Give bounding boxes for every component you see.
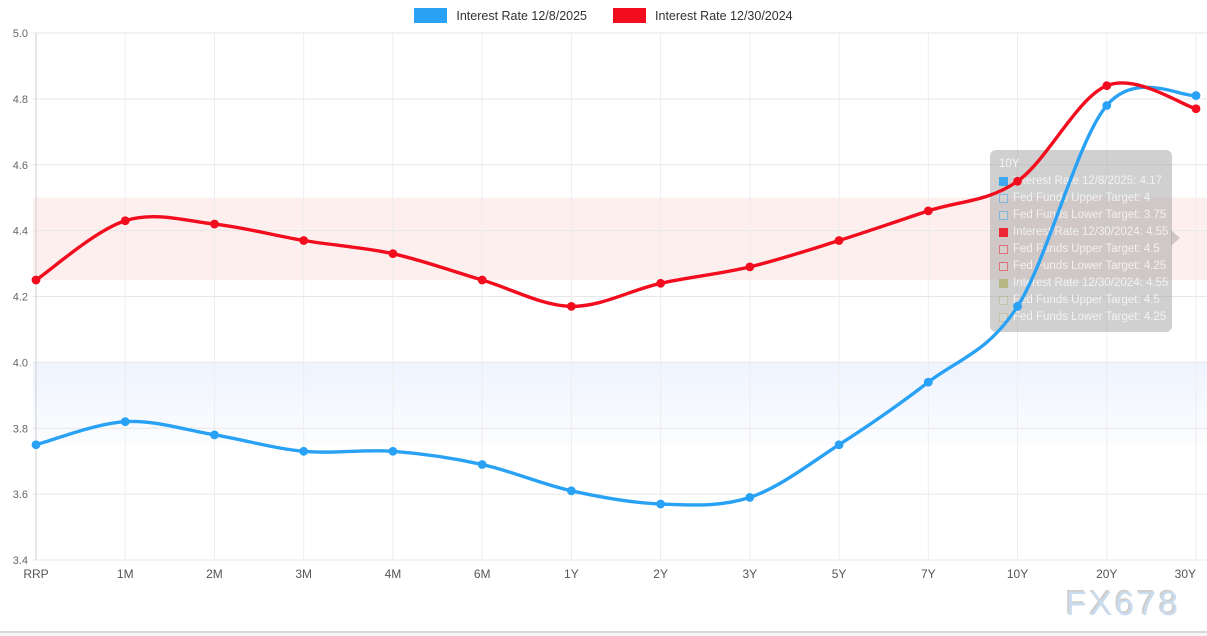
x-axis-tick-label: 2Y [653, 567, 668, 581]
bottom-divider [0, 631, 1207, 633]
tooltip-title: 10Y [999, 158, 1020, 170]
x-axis-tick-label: 10Y [1007, 567, 1028, 581]
y-axis-tick-label: 4.4 [13, 226, 28, 238]
tooltip-row: Fed Funds Lower Target: 4.25 [999, 258, 1167, 275]
legend-item-label: Interest Rate 12/8/2025 [456, 8, 588, 23]
tooltip-row: Interest Rate 12/8/2025: 4.17 [999, 173, 1163, 190]
plot-band [33, 362, 1207, 445]
tooltip-row: Interest Rate 12/30/2024: 4.55 [999, 275, 1168, 292]
tooltip-row: Fed Funds Lower Target: 4.25 [999, 309, 1167, 326]
x-axis-tick-label: 2M [206, 567, 223, 581]
tooltip-swatch-icon [999, 279, 1008, 288]
tooltip-swatch-icon [999, 211, 1008, 220]
legend-swatch-icon [414, 8, 448, 23]
tooltip-rows: Interest Rate 12/8/2025: 4.17 Fed Funds U… [999, 173, 1168, 326]
chart-legend: Interest Rate 12/8/2025 Interest Rate 12/… [0, 8, 1207, 23]
tooltip-swatch-icon [999, 245, 1008, 254]
x-axis-tick-label: 7Y [921, 567, 936, 581]
x-axis-tick-label: 1M [117, 567, 134, 581]
tooltip-row: Fed Funds Lower Target: 3.75 [999, 207, 1167, 224]
tooltip-swatch-icon [999, 228, 1008, 237]
tooltip-swatch-icon [999, 296, 1008, 305]
tooltip-row-label: Fed Funds Lower Target: 4.25 [1013, 260, 1167, 272]
bottom-strip [0, 633, 1207, 636]
x-axis-tick-label: 5Y [832, 567, 847, 581]
y-axis-tick-label: 5.0 [13, 28, 28, 40]
x-axis-tick-label: 20Y [1096, 567, 1117, 581]
tooltip-swatch-icon [999, 313, 1008, 322]
legend-item-1[interactable]: Interest Rate 12/30/2024 [613, 8, 793, 23]
tooltip-swatch-icon [999, 177, 1008, 186]
tooltip-row-label: Interest Rate 12/8/2025: 4.17 [1013, 175, 1162, 187]
x-axis-tick-label: 1Y [564, 567, 579, 581]
tooltip-row-label: Interest Rate 12/30/2024: 4.55 [1013, 226, 1169, 238]
x-axis-tick-label: 4M [385, 567, 402, 581]
y-axis-tick-label: 4.8 [13, 94, 28, 106]
x-axis-tick-label: 30Y [1175, 567, 1196, 581]
tooltip-row-label: Fed Funds Upper Target: 4.5 [1013, 294, 1160, 306]
y-axis-tick-label: 3.6 [13, 489, 28, 501]
tooltip-swatch-icon [999, 262, 1008, 271]
tooltip-row-label: Fed Funds Upper Target: 4.5 [1013, 243, 1160, 255]
tooltip-row-label: Fed Funds Lower Target: 3.75 [1013, 209, 1167, 221]
tooltip-row: Interest Rate 12/30/2024: 4.55 [999, 224, 1168, 241]
y-axis-tick-label: 4.0 [13, 357, 28, 369]
legend-item-0[interactable]: Interest Rate 12/8/2025 [414, 8, 587, 23]
y-axis-tick-label: 4.2 [13, 292, 28, 304]
x-axis-tick-label: 3Y [743, 567, 758, 581]
tooltip-row-label: Interest Rate 12/30/2024: 4.55 [1013, 277, 1169, 289]
tooltip-row: Fed Funds Upper Target: 4 [999, 190, 1163, 207]
x-axis-tick-label: 3M [295, 567, 312, 581]
chart-tooltip: 10Y Interest Rate 12/8/2025: 4.17 Fed Fun… [990, 150, 1180, 332]
tooltip-arrow-icon [1171, 230, 1180, 246]
legend-item-label: Interest Rate 12/30/2024 [655, 8, 793, 23]
y-axis-tick-label: 3.4 [13, 555, 28, 567]
watermark: FX678 [1065, 585, 1181, 623]
x-axis-tick-label: 6M [474, 567, 491, 581]
tooltip-row: Fed Funds Upper Target: 4.5 [999, 292, 1163, 309]
y-axis-tick-label: 3.8 [13, 423, 28, 435]
legend-swatch-icon [613, 8, 647, 23]
tooltip-row-label: Fed Funds Upper Target: 4 [1013, 192, 1151, 204]
tooltip-swatch-icon [999, 194, 1008, 203]
tooltip-row: Fed Funds Upper Target: 4.5 [999, 241, 1163, 258]
y-axis-tick-label: 4.6 [13, 160, 28, 172]
x-axis-tick-label: RRP [23, 567, 48, 581]
tooltip-row-label: Fed Funds Lower Target: 4.25 [1013, 311, 1167, 323]
